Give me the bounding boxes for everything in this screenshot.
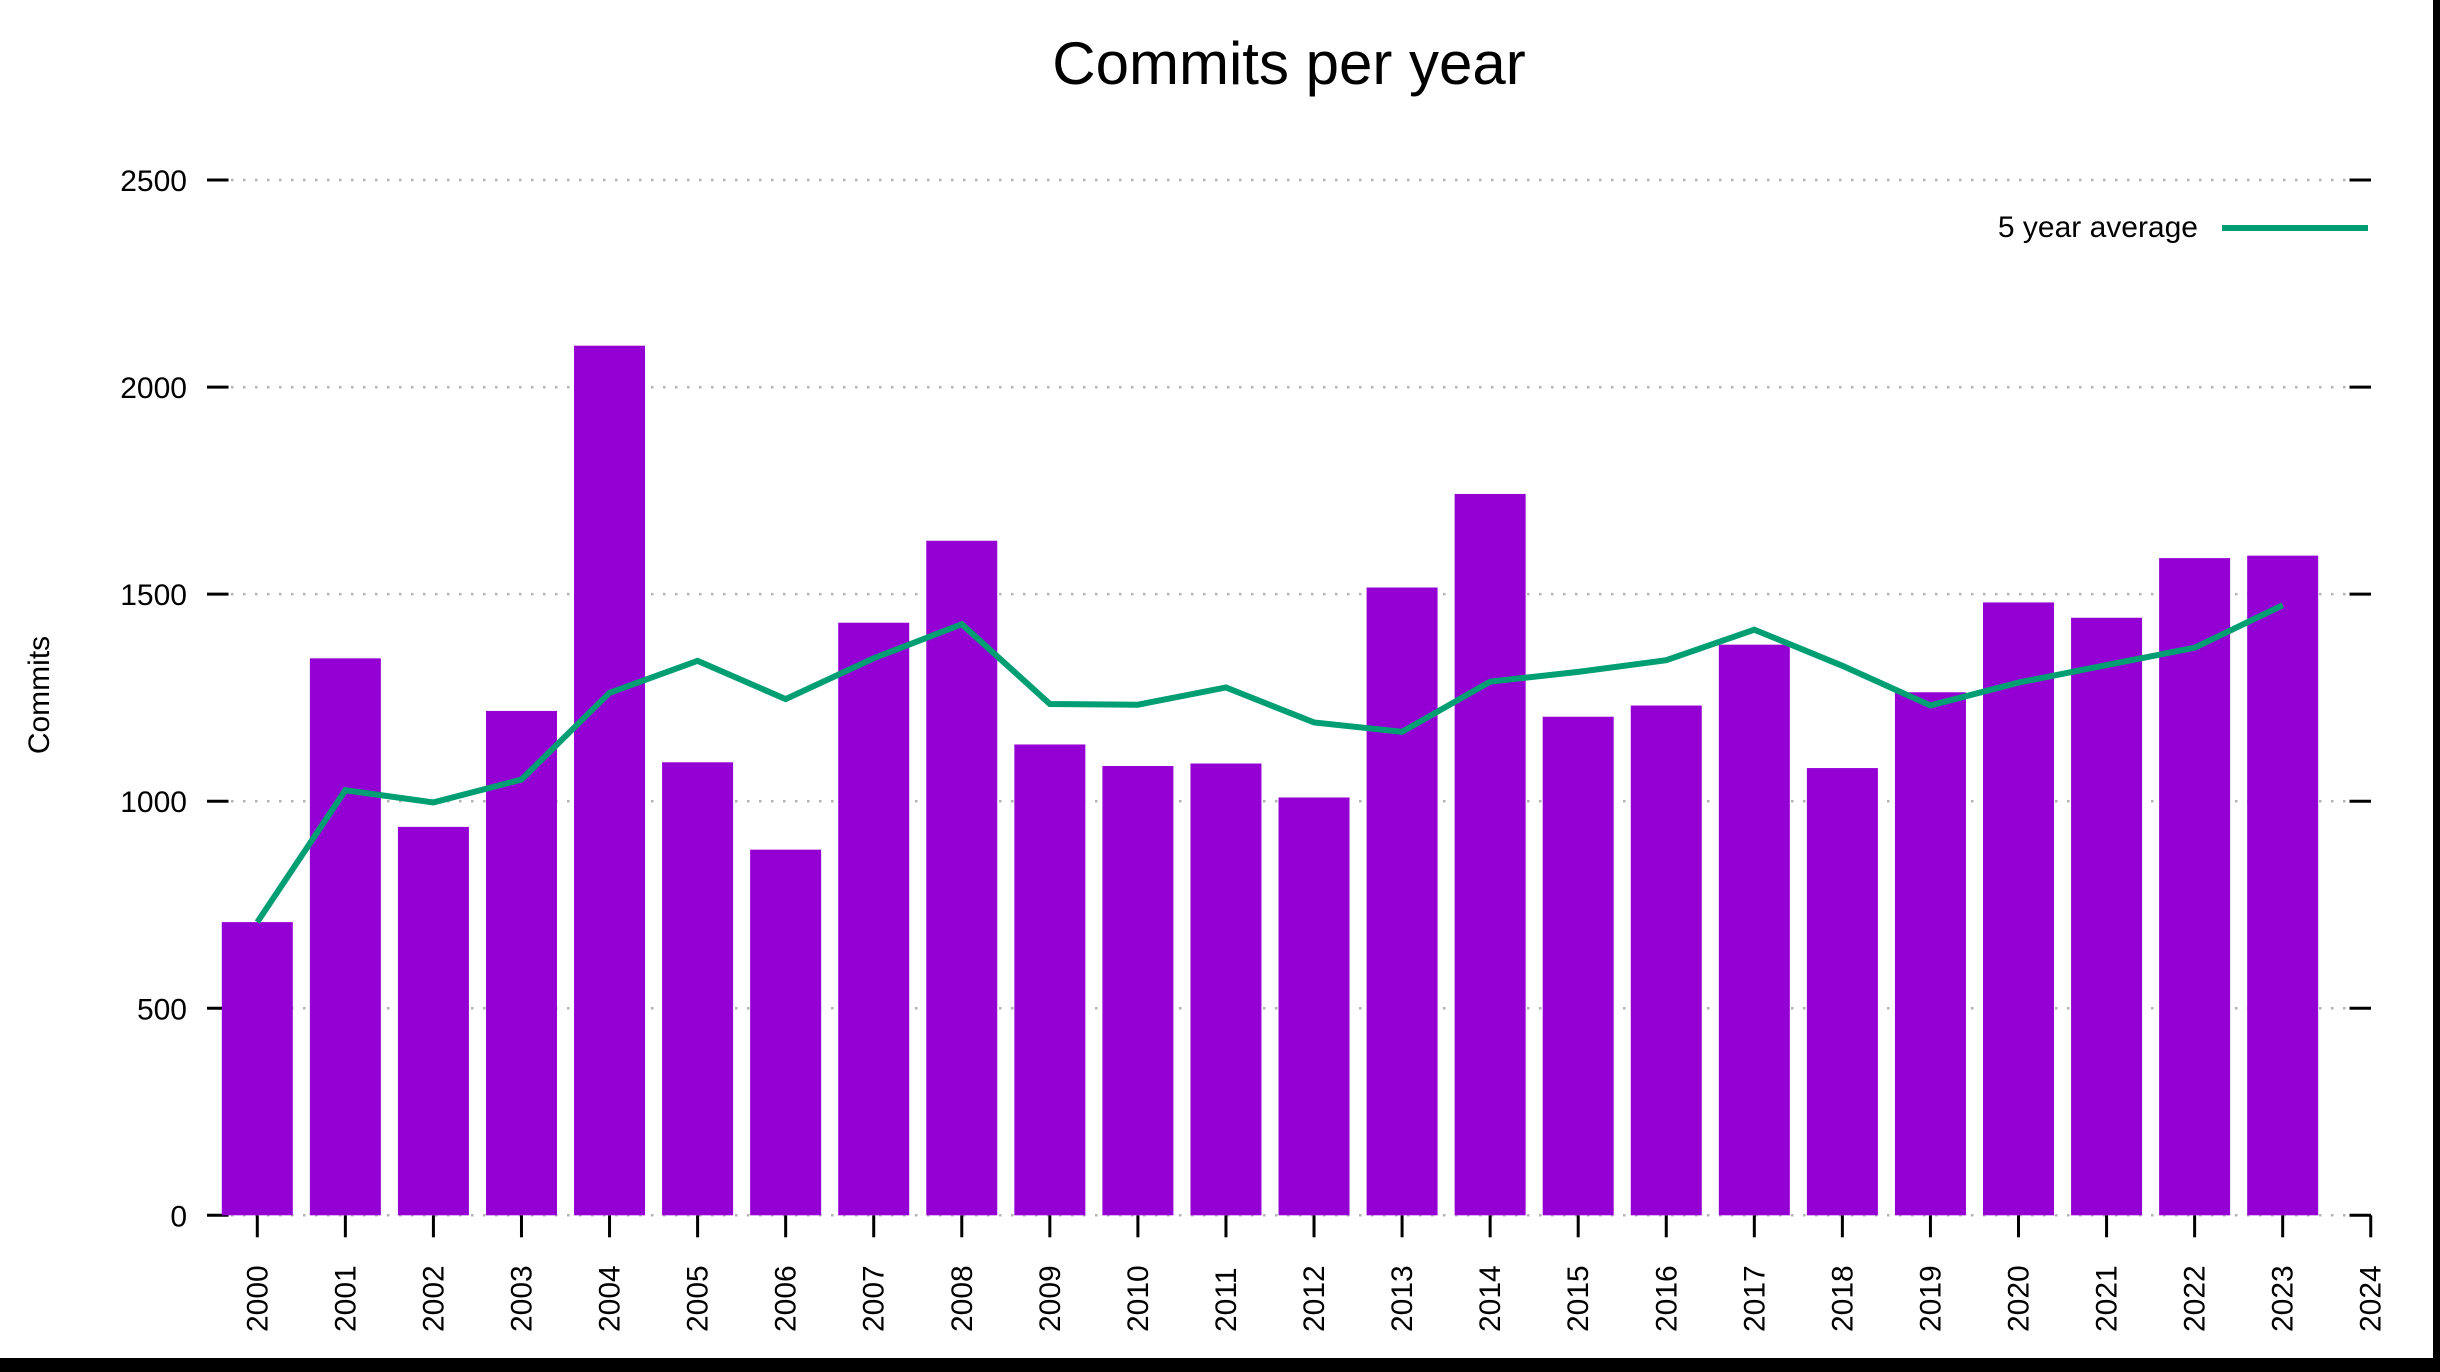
x-tick-label-2000: 2000 bbox=[241, 1265, 274, 1332]
bar-2022 bbox=[2159, 558, 2231, 1216]
bar-2016 bbox=[1630, 705, 1702, 1216]
x-tick-label-2004: 2004 bbox=[594, 1265, 627, 1332]
x-tick-label-2001: 2001 bbox=[329, 1265, 362, 1332]
chart-title: Commits per year bbox=[1052, 30, 1526, 97]
x-tick-label-2008: 2008 bbox=[946, 1265, 979, 1332]
y-tick-label-500: 500 bbox=[137, 993, 187, 1026]
bar-2015 bbox=[1542, 716, 1614, 1216]
x-tick-label-2022: 2022 bbox=[2179, 1265, 2212, 1332]
window-border-right bbox=[2433, 0, 2440, 1372]
legend-line-sample bbox=[2222, 225, 2368, 231]
y-tick-label-2000: 2000 bbox=[120, 372, 187, 405]
bar-2005 bbox=[662, 762, 734, 1216]
bar-2012 bbox=[1278, 797, 1350, 1216]
y-tick-label-1500: 1500 bbox=[120, 579, 187, 612]
y-axis-title: Commits bbox=[23, 635, 56, 755]
x-tick-label-2007: 2007 bbox=[858, 1265, 891, 1332]
bar-2008 bbox=[926, 540, 998, 1216]
bar-2014 bbox=[1454, 493, 1526, 1216]
bar-2002 bbox=[397, 826, 469, 1216]
x-tick-label-2003: 2003 bbox=[505, 1265, 538, 1332]
x-tick-label-2014: 2014 bbox=[1474, 1265, 1507, 1332]
x-tick-label-2002: 2002 bbox=[417, 1265, 450, 1332]
bar-2009 bbox=[1014, 744, 1086, 1216]
x-tick-label-2013: 2013 bbox=[1386, 1265, 1419, 1332]
y-tick-label-0: 0 bbox=[170, 1200, 187, 1233]
legend: 5 year average bbox=[1998, 210, 2368, 246]
x-tick-label-2006: 2006 bbox=[770, 1265, 803, 1332]
bar-2013 bbox=[1366, 587, 1438, 1216]
x-tick-label-2021: 2021 bbox=[2091, 1265, 2124, 1332]
bar-2004 bbox=[574, 345, 646, 1216]
y-tick-label-2500: 2500 bbox=[120, 165, 187, 198]
bar-2011 bbox=[1190, 763, 1262, 1216]
x-tick-label-2020: 2020 bbox=[2003, 1265, 2036, 1332]
x-tick-label-2023: 2023 bbox=[2267, 1265, 2300, 1332]
window-border-bottom bbox=[0, 1358, 2440, 1372]
bar-2010 bbox=[1102, 766, 1174, 1216]
average-line bbox=[254, 602, 2284, 924]
legend-label: 5 year average bbox=[1997, 211, 2198, 244]
bar-2017 bbox=[1718, 644, 1790, 1216]
y-tick-label-1000: 1000 bbox=[120, 786, 187, 819]
x-tick-label-2010: 2010 bbox=[1122, 1265, 1155, 1332]
x-tick-label-2011: 2011 bbox=[1210, 1267, 1243, 1332]
bar-2000 bbox=[221, 922, 293, 1216]
x-tick-label-2024: 2024 bbox=[2355, 1265, 2388, 1332]
x-tick-label-2016: 2016 bbox=[1650, 1265, 1683, 1332]
bar-2023 bbox=[2247, 555, 2319, 1216]
bar-2001 bbox=[309, 658, 381, 1216]
x-tick-label-2005: 2005 bbox=[682, 1265, 715, 1332]
bar-2020 bbox=[1983, 602, 2054, 1216]
bar-2007 bbox=[838, 622, 910, 1216]
x-tick-label-2012: 2012 bbox=[1298, 1265, 1331, 1332]
x-tick-label-2018: 2018 bbox=[1826, 1265, 1859, 1332]
bar-2006 bbox=[750, 849, 822, 1216]
x-tick-label-2019: 2019 bbox=[1914, 1265, 1947, 1332]
bar-2003 bbox=[485, 710, 557, 1216]
x-tick-label-2017: 2017 bbox=[1738, 1265, 1771, 1332]
x-tick-label-2009: 2009 bbox=[1034, 1265, 1067, 1332]
bar-2018 bbox=[1806, 768, 1878, 1216]
x-tick-label-2015: 2015 bbox=[1562, 1265, 1595, 1332]
bar-2019 bbox=[1894, 692, 1966, 1216]
bar-2021 bbox=[2071, 617, 2143, 1216]
